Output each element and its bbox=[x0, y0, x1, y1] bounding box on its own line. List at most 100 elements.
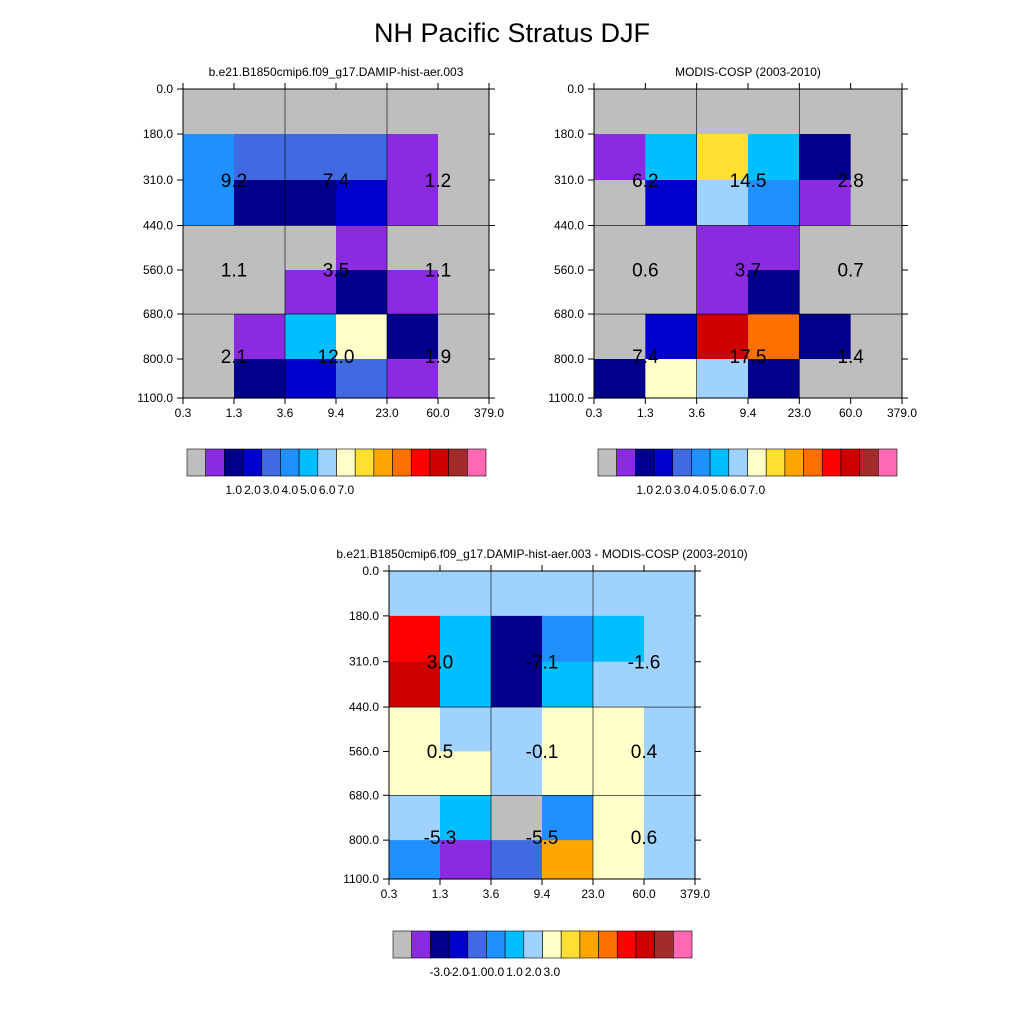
colorbar-box bbox=[392, 448, 412, 477]
box-value-label: 1.9 bbox=[425, 347, 451, 368]
x-tick-label: 3.6 bbox=[483, 887, 500, 901]
box-value-label: -5.5 bbox=[526, 828, 559, 849]
box-value-label: 7.4 bbox=[323, 171, 350, 192]
colorbar-label: 2.0 bbox=[655, 483, 672, 497]
panel-title: MODIS-COSP (2003-2010) bbox=[675, 65, 821, 79]
heatmap-cell bbox=[644, 571, 696, 617]
colorbar-box bbox=[504, 930, 525, 959]
colorbar-label: 5.0 bbox=[711, 483, 728, 497]
heatmap-cell bbox=[336, 225, 388, 271]
box-value-label: -1.6 bbox=[628, 652, 661, 673]
box-value-label: 12.0 bbox=[318, 347, 355, 368]
heatmap-cell bbox=[594, 134, 646, 181]
heatmap-cell bbox=[234, 359, 286, 399]
heatmap-cell bbox=[542, 707, 594, 753]
heatmap-cell bbox=[285, 89, 337, 135]
box-value-label: 7.4 bbox=[632, 347, 659, 368]
heatmap-cell bbox=[593, 661, 645, 708]
heatmap-cell bbox=[850, 180, 903, 227]
heatmap-cell bbox=[594, 89, 646, 135]
colorbar-box bbox=[486, 930, 506, 959]
x-tick-label: 23.0 bbox=[581, 887, 605, 901]
colorbar-box bbox=[691, 448, 711, 477]
colorbar-label: 3.0 bbox=[674, 483, 691, 497]
colorbar-label: 6.0 bbox=[319, 483, 336, 497]
heatmap-cell bbox=[234, 89, 286, 135]
colorbar-box bbox=[598, 930, 618, 959]
heatmap-cell bbox=[389, 615, 441, 663]
colorbar-label: 6.0 bbox=[730, 483, 747, 497]
y-tick-label: 560.0 bbox=[554, 263, 584, 277]
heatmap-cell bbox=[440, 707, 492, 753]
colorbar-label: 5.0 bbox=[300, 483, 317, 497]
colorbar-box bbox=[523, 930, 543, 959]
heatmap-cell bbox=[183, 134, 235, 181]
colorbar-label: -1.0 bbox=[467, 965, 488, 979]
heatmap-cell bbox=[593, 840, 645, 880]
heatmap-cell bbox=[748, 89, 800, 135]
heatmap-cell bbox=[440, 795, 492, 841]
heatmap-cell bbox=[644, 707, 696, 753]
heatmap-cell bbox=[542, 661, 594, 708]
heatmap-cell bbox=[336, 314, 388, 360]
heatmap-cell bbox=[696, 89, 749, 135]
box-value-label: 0.7 bbox=[837, 261, 863, 282]
y-tick-label: 560.0 bbox=[349, 744, 379, 758]
colorbar-box bbox=[579, 930, 599, 959]
colorbar-box bbox=[373, 448, 393, 477]
heatmap-cell bbox=[389, 840, 441, 880]
heatmap-cell bbox=[696, 225, 749, 271]
box-value-label: 1.1 bbox=[221, 261, 247, 282]
heatmap-cell bbox=[440, 571, 492, 617]
heatmap-cell bbox=[645, 359, 698, 399]
heatmap-cell bbox=[799, 225, 852, 271]
heatmap-cell bbox=[644, 840, 696, 880]
panel-3: b.e21.B1850cmip6.f09_g17.DAMIP-hist-aer.… bbox=[336, 547, 747, 979]
heatmap-cell bbox=[799, 359, 852, 399]
heatmap-cell bbox=[594, 180, 646, 227]
y-tick-label: 440.0 bbox=[554, 218, 584, 232]
heatmap-cell bbox=[387, 270, 439, 315]
heatmap-cell bbox=[234, 270, 286, 315]
x-tick-label: 1.3 bbox=[637, 406, 654, 420]
colorbar-box bbox=[467, 930, 487, 959]
panel-title: b.e21.B1850cmip6.f09_g17.DAMIP-hist-aer.… bbox=[209, 65, 464, 79]
y-tick-label: 680.0 bbox=[143, 307, 173, 321]
x-tick-label: 0.3 bbox=[586, 406, 603, 420]
y-tick-label: 560.0 bbox=[143, 263, 173, 277]
heatmap-cell bbox=[491, 751, 543, 796]
heatmap-cell bbox=[748, 134, 800, 181]
box-value-label: -7.1 bbox=[526, 652, 559, 673]
heatmap-cell bbox=[491, 615, 543, 663]
heatmap-cell bbox=[491, 571, 543, 617]
colorbar-label: -2.0 bbox=[448, 965, 469, 979]
heatmap-cell bbox=[799, 134, 852, 181]
colorbar-box bbox=[205, 448, 225, 477]
heatmap-cell bbox=[336, 359, 388, 399]
colorbar-box bbox=[672, 448, 692, 477]
colorbar-label: 3.0 bbox=[544, 965, 561, 979]
heatmap-cell bbox=[748, 359, 800, 399]
heatmap-cell bbox=[696, 359, 749, 399]
heatmap-cell bbox=[336, 89, 388, 135]
heatmap-cell bbox=[593, 571, 645, 617]
heatmap-cell bbox=[438, 225, 490, 271]
colorbar-label: 1.0 bbox=[506, 965, 523, 979]
heatmap-cell bbox=[748, 314, 800, 360]
x-tick-label: 1.3 bbox=[432, 887, 449, 901]
y-tick-label: 440.0 bbox=[349, 700, 379, 714]
heatmap-cell bbox=[387, 180, 439, 227]
heatmap-cell bbox=[285, 270, 337, 315]
colorbar-box bbox=[709, 448, 730, 477]
y-tick-label: 800.0 bbox=[554, 352, 584, 366]
heatmap-cell bbox=[440, 751, 492, 796]
colorbar-box bbox=[392, 930, 412, 959]
heatmap-cell bbox=[799, 89, 852, 135]
x-tick-label: 23.0 bbox=[788, 406, 812, 420]
colorbar-box bbox=[673, 930, 693, 959]
heatmap-cell bbox=[696, 180, 749, 227]
heatmap-cell bbox=[438, 180, 490, 227]
heatmap-cell bbox=[438, 314, 490, 360]
heatmap-cell bbox=[799, 270, 852, 315]
heatmap-cell bbox=[183, 89, 235, 135]
